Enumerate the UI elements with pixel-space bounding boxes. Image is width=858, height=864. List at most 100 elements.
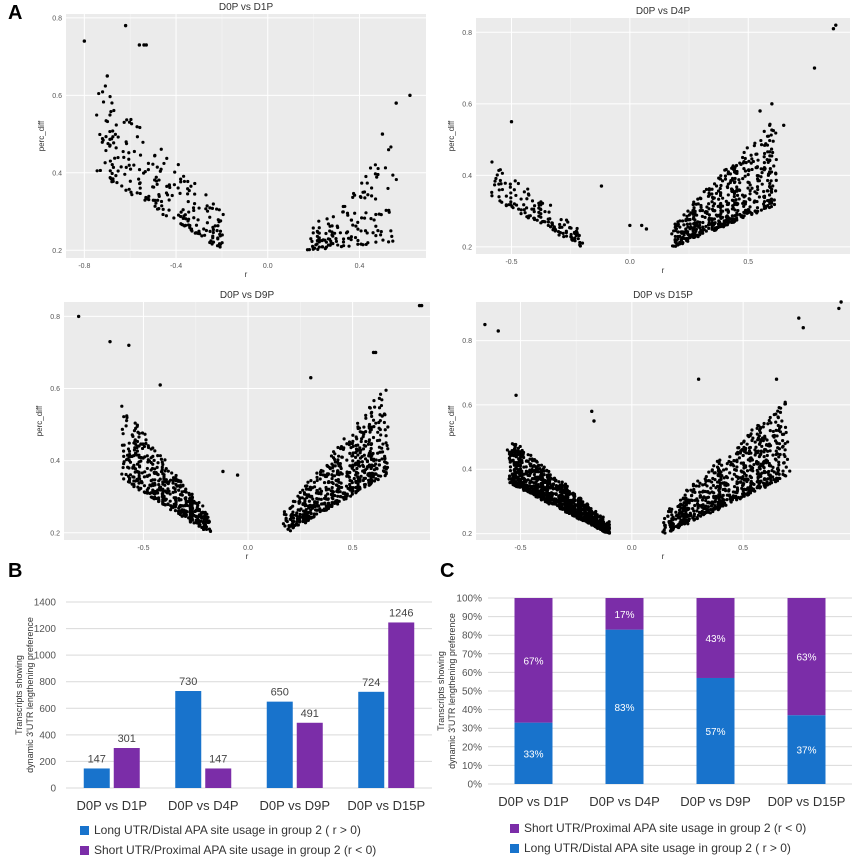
y-axis-title: perc_diff bbox=[447, 120, 456, 151]
data-point bbox=[768, 167, 772, 171]
data-point bbox=[120, 427, 124, 431]
data-point bbox=[136, 485, 140, 489]
data-point bbox=[112, 141, 116, 145]
data-point bbox=[196, 218, 200, 222]
data-point bbox=[522, 190, 526, 194]
data-point bbox=[155, 165, 159, 169]
y-tick-label: 0.8 bbox=[462, 30, 472, 37]
data-point bbox=[381, 238, 385, 242]
data-point bbox=[719, 174, 723, 178]
data-point bbox=[739, 214, 743, 218]
data-point bbox=[157, 193, 161, 197]
data-point bbox=[147, 473, 152, 477]
data-point bbox=[159, 147, 163, 151]
data-point bbox=[120, 184, 124, 188]
data-point bbox=[167, 489, 171, 493]
data-point bbox=[701, 225, 705, 229]
data-point bbox=[161, 489, 165, 493]
data-point bbox=[684, 218, 688, 222]
data-point bbox=[189, 184, 193, 188]
x-tick-label: D0P vs D9P bbox=[680, 794, 751, 809]
data-point bbox=[525, 197, 529, 201]
data-point bbox=[140, 479, 144, 484]
data-point bbox=[364, 211, 368, 215]
data-point bbox=[705, 205, 709, 209]
data-point bbox=[135, 462, 140, 466]
segment-percent-label: 63% bbox=[796, 653, 816, 664]
data-point bbox=[639, 223, 644, 228]
data-point bbox=[519, 212, 523, 216]
data-point bbox=[374, 212, 378, 217]
data-point bbox=[197, 507, 201, 512]
data-point bbox=[769, 197, 774, 201]
data-point bbox=[138, 191, 142, 196]
data-point bbox=[173, 509, 178, 513]
data-point bbox=[750, 186, 754, 190]
data-point bbox=[359, 195, 363, 199]
x-tick-label: -0.8 bbox=[78, 263, 90, 270]
data-point bbox=[504, 203, 508, 207]
data-point bbox=[722, 222, 726, 227]
data-point bbox=[133, 479, 137, 483]
data-point bbox=[178, 191, 182, 195]
data-point bbox=[153, 478, 157, 482]
data-point bbox=[748, 192, 752, 196]
data-point bbox=[184, 496, 188, 500]
data-point bbox=[311, 231, 315, 235]
data-point bbox=[599, 184, 604, 188]
data-point bbox=[152, 185, 156, 189]
data-point bbox=[146, 161, 151, 166]
data-point bbox=[394, 101, 398, 105]
data-point bbox=[564, 229, 568, 233]
y-tick-label: 20% bbox=[462, 742, 482, 753]
data-point bbox=[676, 230, 680, 234]
data-point bbox=[718, 186, 722, 191]
data-point bbox=[197, 232, 202, 236]
data-point bbox=[199, 519, 203, 523]
data-point bbox=[137, 455, 141, 459]
data-point bbox=[141, 171, 146, 175]
y-tick-label: 0.2 bbox=[462, 244, 472, 251]
data-point bbox=[208, 206, 212, 210]
data-point bbox=[720, 179, 725, 183]
data-point bbox=[735, 185, 739, 189]
data-point bbox=[349, 218, 354, 222]
data-point bbox=[135, 135, 140, 139]
y-tick-label: 0.4 bbox=[52, 170, 62, 177]
data-point bbox=[111, 165, 116, 169]
data-point bbox=[353, 193, 357, 197]
data-point bbox=[108, 95, 112, 99]
data-point bbox=[114, 146, 118, 150]
y-tick-label: 70% bbox=[462, 649, 482, 660]
data-point bbox=[389, 145, 393, 149]
data-point bbox=[168, 185, 172, 190]
data-point bbox=[124, 472, 128, 477]
data-point bbox=[742, 204, 746, 208]
data-point bbox=[130, 454, 134, 459]
data-point bbox=[490, 160, 494, 164]
data-point bbox=[508, 182, 512, 186]
data-point bbox=[694, 227, 699, 231]
data-point bbox=[732, 168, 737, 172]
data-point bbox=[692, 222, 696, 226]
data-point bbox=[710, 195, 715, 199]
data-point bbox=[726, 220, 731, 224]
data-point bbox=[180, 222, 184, 227]
data-point bbox=[140, 431, 145, 435]
data-point bbox=[499, 182, 503, 186]
data-point bbox=[154, 201, 158, 205]
data-point bbox=[165, 184, 169, 188]
segment-percent-label: 33% bbox=[523, 749, 543, 760]
data-point bbox=[730, 176, 735, 181]
data-point bbox=[731, 220, 736, 224]
data-point bbox=[192, 208, 196, 213]
data-point bbox=[95, 113, 99, 117]
data-point bbox=[568, 226, 572, 230]
data-point bbox=[363, 196, 367, 200]
data-point bbox=[114, 174, 118, 178]
data-point bbox=[184, 509, 188, 513]
data-point bbox=[186, 199, 190, 204]
data-point bbox=[698, 196, 702, 200]
data-point bbox=[192, 202, 197, 206]
data-point bbox=[201, 504, 205, 508]
